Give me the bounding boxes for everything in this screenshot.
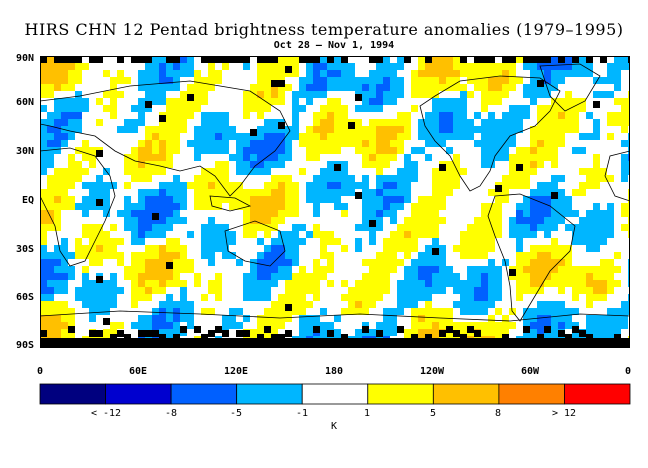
lat-label-60s: 60S (15, 292, 34, 303)
colorbar-swatch (105, 383, 172, 405)
lat-label-60n: 60N (15, 97, 34, 108)
colorbar-swatch (367, 383, 434, 405)
colorbar-tick-4: -1 (295, 408, 309, 419)
lon-label-180: 180 (324, 366, 344, 377)
colorbar-swatch (236, 383, 303, 405)
lat-label-30s: 30S (15, 244, 34, 255)
colorbar-tick-6: 5 (429, 408, 437, 419)
colorbar-swatch (39, 383, 106, 405)
anomaly-map (40, 56, 630, 348)
lon-label-0-right: 0 (624, 366, 632, 377)
lon-label-120e: 120E (223, 366, 249, 377)
lon-label-120w: 120W (419, 366, 445, 377)
anomaly-field (40, 56, 630, 348)
colorbar-swatch (432, 383, 500, 405)
colorbar (39, 383, 631, 405)
lon-label-60w: 60W (520, 366, 540, 377)
lat-label-30n: 30N (15, 146, 34, 157)
colorbar-swatch (498, 383, 565, 405)
coastlines (40, 63, 630, 322)
colorbar-tick-8: > 12 (551, 408, 577, 419)
lon-label-0-left: 0 (36, 366, 44, 377)
colorbar-unit: K (331, 421, 338, 432)
lat-label-90s: 90S (15, 340, 34, 351)
colorbar-swatch (564, 383, 631, 405)
colorbar-tick-5: 1 (363, 408, 371, 419)
lat-label-90n: 90N (15, 53, 34, 64)
lat-label-eq: EQ (21, 195, 34, 206)
colorbar-swatch (170, 383, 238, 405)
colorbar-tick-2: -8 (164, 408, 178, 419)
map-subtitle: Oct 28 – Nov 1, 1994 (273, 40, 395, 51)
colorbar-tick-3: -5 (229, 408, 243, 419)
map-title: HIRS CHN 12 Pentad brightness temperatur… (24, 20, 624, 39)
colorbar-tick-1: < -12 (90, 408, 122, 419)
colorbar-tick-7: 8 (494, 408, 502, 419)
lon-label-60e: 60E (128, 366, 148, 377)
colorbar-swatch (301, 383, 369, 405)
